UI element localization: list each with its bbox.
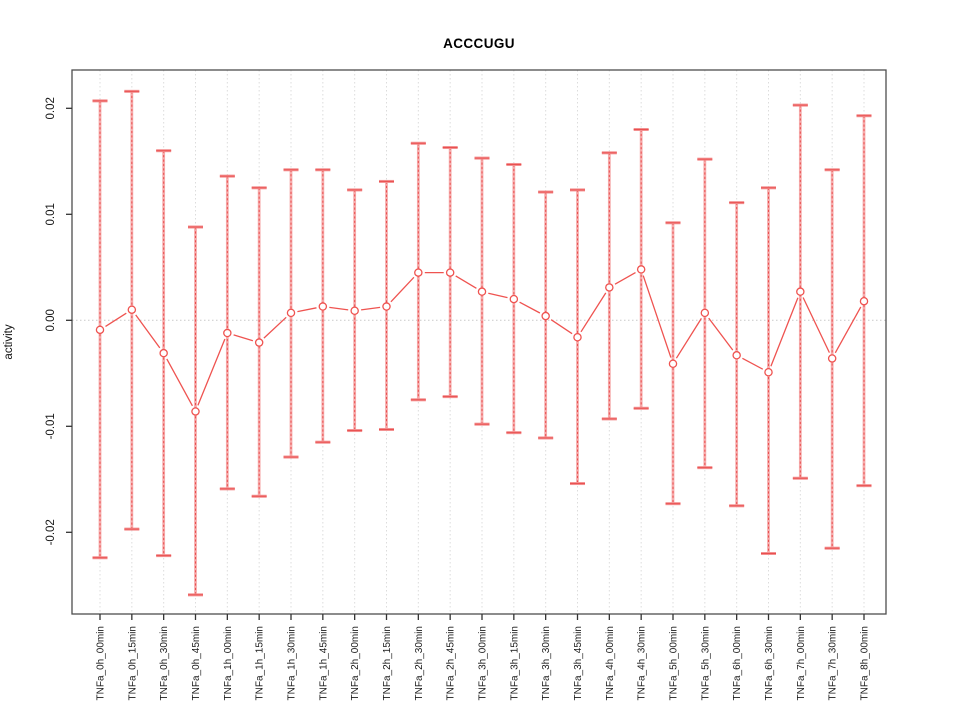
x-axis-ticks: TNFa_0h_00min TNFa_0h_15min TNFa_0h_30min T… [96, 614, 871, 700]
svg-text:TNFa_5h_00min: TNFa_5h_00min [669, 626, 680, 700]
data-point-marker [573, 333, 582, 342]
data-point-marker [95, 325, 105, 335]
data-points [95, 265, 869, 416]
data-point-marker [605, 283, 614, 292]
svg-text:0.02: 0.02 [45, 97, 57, 119]
svg-text:TNFa_1h_45min: TNFa_1h_45min [318, 626, 329, 700]
svg-text:TNFa_2h_45min: TNFa_2h_45min [446, 626, 457, 700]
svg-text:TNFa_3h_30min: TNFa_3h_30min [541, 626, 552, 700]
svg-text:TNFa_3h_45min: TNFa_3h_45min [573, 626, 584, 700]
data-point-marker [445, 268, 455, 277]
svg-text:0.00: 0.00 [45, 309, 57, 331]
svg-text:TNFa_5h_30min: TNFa_5h_30min [700, 626, 711, 700]
data-point-marker [796, 287, 805, 296]
data-point-marker [509, 294, 519, 304]
svg-text:TNFa_2h_30min: TNFa_2h_30min [414, 626, 425, 700]
svg-text:TNFa_6h_30min: TNFa_6h_30min [764, 626, 775, 700]
data-point-marker [191, 407, 200, 416]
data-point-marker [127, 305, 137, 314]
plot-box [71, 69, 887, 615]
svg-text:TNFa_8h_00min: TNFa_8h_00min [860, 626, 871, 700]
svg-text:TNFa_0h_30min: TNFa_0h_30min [159, 626, 170, 700]
svg-text:TNFa_4h_00min: TNFa_4h_00min [605, 626, 616, 700]
data-point-marker [477, 287, 487, 296]
data-point-marker [859, 296, 869, 306]
svg-text:TNFa_1h_00min: TNFa_1h_00min [223, 626, 234, 700]
data-point-marker [382, 302, 391, 311]
data-point-marker [541, 311, 550, 321]
svg-text:TNFa_3h_15min: TNFa_3h_15min [509, 626, 520, 700]
data-point-marker [254, 338, 264, 347]
data-point-marker [350, 306, 359, 316]
svg-text:0.01: 0.01 [45, 203, 57, 225]
svg-text:TNFa_0h_45min: TNFa_0h_45min [191, 626, 202, 700]
svg-text:TNFa_2h_15min: TNFa_2h_15min [382, 626, 393, 700]
y-axis-label: activity [3, 324, 15, 360]
data-point-marker [414, 268, 423, 277]
svg-text:TNFa_7h_00min: TNFa_7h_00min [796, 626, 807, 700]
data-point-marker [732, 351, 741, 360]
svg-text:-0.01: -0.01 [45, 413, 57, 439]
svg-text:-0.02: -0.02 [45, 519, 57, 545]
svg-text:TNFa_0h_00min: TNFa_0h_00min [96, 626, 107, 700]
svg-text:TNFa_4h_30min: TNFa_4h_30min [637, 626, 648, 700]
data-point-marker [286, 308, 296, 318]
svg-text:TNFa_7h_30min: TNFa_7h_30min [828, 626, 839, 700]
data-point-marker [668, 359, 678, 369]
svg-text:TNFa_0h_15min: TNFa_0h_15min [127, 626, 138, 700]
data-point-marker [764, 367, 773, 377]
data-point-marker [318, 302, 328, 311]
svg-text:TNFa_2h_00min: TNFa_2h_00min [350, 626, 361, 700]
data-point-marker [159, 348, 168, 358]
svg-text:TNFa_3h_00min: TNFa_3h_00min [478, 626, 489, 700]
series-line [105, 271, 862, 407]
chart-title: ACCCUGU [443, 36, 515, 51]
svg-text:TNFa_6h_00min: TNFa_6h_00min [732, 626, 743, 700]
data-point-marker [700, 308, 710, 318]
data-point-marker [636, 265, 646, 274]
svg-text:TNFa_1h_30min: TNFa_1h_30min [287, 626, 298, 700]
svg-text:TNFa_1h_15min: TNFa_1h_15min [255, 626, 266, 700]
data-point-marker [223, 328, 232, 338]
data-point-marker [827, 354, 837, 363]
y-axis-ticks: 0.02 0.01 0.00 -0.01 -0.02 [45, 97, 72, 545]
